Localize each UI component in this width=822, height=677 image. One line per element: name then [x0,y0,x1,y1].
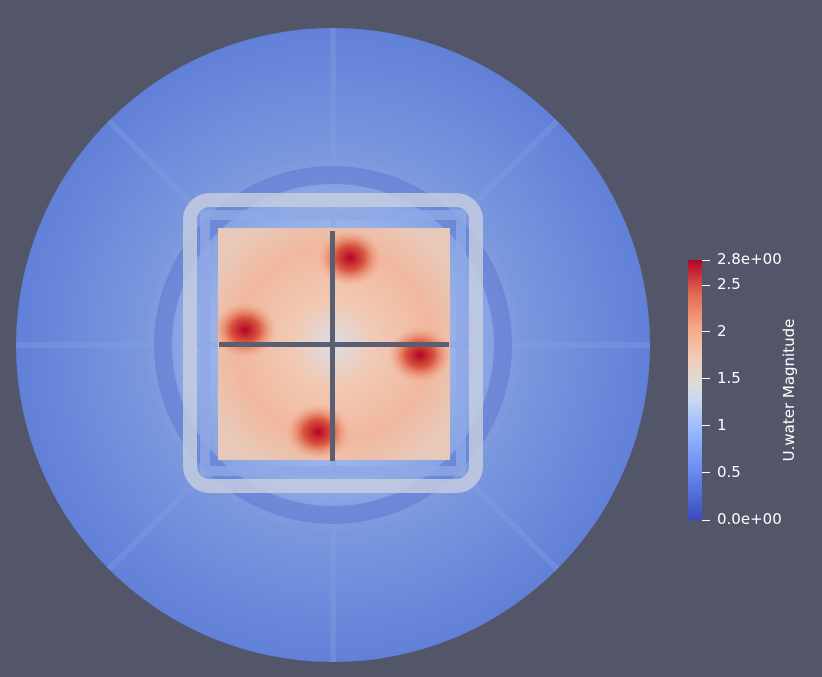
hotspot-right [388,327,452,383]
colorbar-tick-label: 0.0e+00 [717,510,782,528]
colorbar-tick-label: 2.5 [717,275,741,293]
colorbar-tick [702,520,710,521]
square-band [183,193,483,493]
hotspot-top [318,230,382,286]
cross-horizontal [219,342,449,347]
colorbar-tick [702,472,710,473]
hotspot-left [213,302,277,358]
colorbar-tick [702,331,710,332]
colorbar-tick-label: 2.8e+00 [717,250,782,268]
square-band-inner [200,210,466,476]
colorbar-tick [702,378,710,379]
hotspot-bottom [286,404,350,460]
colorbar-tick [702,425,710,426]
colorbar-tick-label: 0.5 [717,463,741,481]
inner-ring [154,166,512,524]
colorbar-tick-label: 1 [717,416,727,434]
colorbar-tick-label: 2 [717,322,727,340]
colorbar-gradient [688,260,702,520]
colorbar-tick [702,260,710,261]
colorbar-tick [702,285,710,286]
colorbar-title: U.water Magnitude [780,318,798,462]
colorbar-tick-label: 1.5 [717,369,741,387]
